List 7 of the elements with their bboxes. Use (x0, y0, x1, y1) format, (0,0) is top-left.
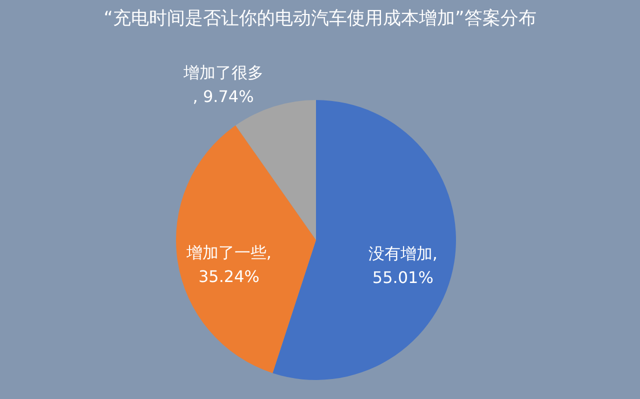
slice-label: 增加了很多 (182, 63, 264, 82)
slice-label: 增加了一些, 35.24% (185, 243, 272, 286)
pie-slice (272, 100, 456, 380)
slice-label: 没有增加, 55.01% (368, 244, 438, 287)
pie-slice (176, 125, 316, 374)
data-label: , 9.74% (192, 87, 254, 106)
chart-title: “充电时间是否让你的电动汽车使用成本增加”答案分布 (104, 8, 536, 29)
